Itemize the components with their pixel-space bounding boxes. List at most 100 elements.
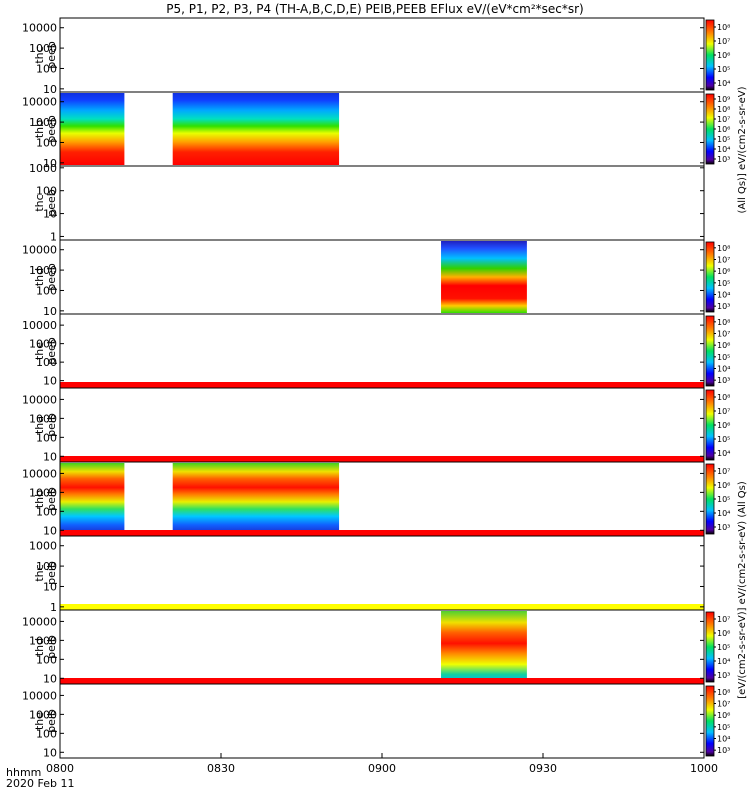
colorbar-tick-label: 10⁵	[717, 643, 730, 652]
date-label: 2020 Feb 11	[6, 777, 75, 790]
y-tick-label: 10000	[22, 22, 57, 35]
y-tick-label: 1000	[29, 338, 57, 351]
y-tick-label: 10	[43, 672, 57, 685]
colorbar-tick-label: 10⁶	[717, 341, 730, 350]
y-axis-label-instrument: peib	[45, 487, 58, 511]
colorbar-tick-label: 10⁸	[717, 23, 730, 32]
y-tick-label: 1000	[29, 540, 57, 553]
y-tick-label: 10	[43, 305, 57, 318]
y-tick-label: 10	[43, 580, 57, 593]
panel-frame	[59, 17, 705, 93]
y-tick-label: 100	[36, 356, 57, 369]
y-tick-label: 10000	[22, 467, 57, 480]
colorbar-tick-label: 10⁶	[717, 51, 730, 60]
spectrogram-block	[172, 93, 340, 165]
spectrogram-block	[60, 463, 125, 535]
panel-thc-peeb: 10 100 1000 10000 thc peeb 10⁴ 10⁵ 10⁶ 10⁷ 10⁸	[22, 17, 730, 96]
y-tick-label: 100	[36, 185, 57, 198]
x-tick-label: 0930	[529, 762, 557, 775]
colorbar-tick-label: 10⁴	[717, 145, 730, 154]
colorbar-tick-label: 10⁷	[717, 407, 730, 416]
y-tick-label: 1000	[29, 116, 57, 129]
y-axis-label-instrument: peeb	[45, 115, 58, 143]
colorbar	[705, 463, 715, 535]
colorbar-tick-label: 10³	[717, 302, 730, 311]
panel-the-peib: 10 100 1000 10000 the peib 10³ 10⁴ 10⁵ 10⁶ 10⁷ 10⁸	[22, 683, 730, 759]
colorbar-tick-label: 10⁶	[717, 125, 730, 134]
x-tick-label: 0830	[207, 762, 235, 775]
colorbar	[705, 19, 715, 91]
panel-frame	[59, 535, 705, 611]
x-axis-label: hhmm	[6, 766, 42, 779]
y-tick-label: 100	[36, 136, 57, 149]
panel-thd-peeb: 10 100 1000 10000 thd peeb 10³ 10⁴ 10⁵ 10⁶ 10⁷ 10⁸	[22, 239, 730, 318]
y-tick-label: 1000	[29, 264, 57, 277]
colorbar-tick-label: 10⁸	[717, 105, 730, 114]
y-axis-label-instrument: peib	[45, 413, 58, 437]
colorbar-tick-label: 10⁵	[717, 279, 730, 288]
colorbar-tick-label: 10⁸	[717, 318, 730, 327]
colorbar	[705, 93, 715, 165]
y-axis-label-probe: thd	[33, 638, 46, 656]
y-tick-label: 1000	[29, 708, 57, 721]
fill-strip	[60, 678, 704, 684]
y-tick-label: 1	[50, 601, 57, 614]
y-axis-label-instrument: peeb	[45, 263, 58, 291]
colorbar-tick-label: 10⁶	[717, 421, 730, 430]
panel-frame	[59, 165, 705, 241]
y-axis-label-probe: tha	[33, 416, 46, 434]
spectrogram-block	[441, 241, 527, 313]
y-tick-label: 100	[36, 284, 57, 297]
y-tick-label: 100	[36, 653, 57, 666]
colorbar-tick-label: 10⁷	[717, 37, 730, 46]
x-tick-label: 1000	[690, 762, 718, 775]
colorbar	[705, 685, 715, 757]
y-axis-label-probe: thc	[33, 194, 46, 211]
y-axis-label-probe: the	[33, 712, 46, 730]
y-axis-label-instrument: peeb	[45, 337, 58, 365]
panel-frame	[59, 461, 705, 537]
colorbar-tick-label: 10³	[717, 376, 730, 385]
y-tick-label: 10	[43, 375, 57, 388]
x-axis: 0800 0830 0900 0930 1000	[46, 753, 718, 775]
fill-strip	[60, 530, 704, 536]
y-axis-label-instrument: peeb	[45, 189, 58, 217]
colorbar-tick-label: 10⁶	[717, 711, 730, 720]
colorbar-tick-label: 10⁴	[717, 509, 730, 518]
fill-strip	[60, 456, 704, 462]
y-tick-label: 1000	[29, 162, 57, 175]
colorbar-label-bottom: [eV/(cm2-s-sr-eV)] eV/(cm2-s-sr-eV) (All…	[737, 481, 748, 699]
colorbar-tick-label: 10⁴	[717, 657, 730, 666]
colorbar-tick-label: 10⁷	[717, 467, 730, 476]
fill-strip	[60, 604, 704, 610]
panel-frame	[59, 609, 705, 685]
colorbar-tick-label: 10⁴	[717, 449, 730, 458]
y-axis-label-probe: thc	[33, 46, 46, 63]
colorbar-label-top: (All Qs)] eV/(cm2-s-sr-eV)	[737, 86, 748, 213]
y-tick-label: 10000	[22, 244, 57, 257]
spectrogram-block	[172, 463, 340, 535]
y-axis-label-instrument: peib	[45, 561, 58, 585]
colorbar-tick-label: 10³	[717, 155, 730, 164]
panel-frame	[59, 683, 705, 759]
y-axis-label-probe: thc	[33, 564, 46, 581]
spectrogram-block	[441, 611, 527, 683]
colorbar	[705, 241, 715, 313]
panel-tha-peib: 10 100 1000 10000 tha peib 10⁴ 10⁵ 10⁶ 10⁷ 10⁸	[22, 387, 730, 463]
spectrogram-block	[60, 93, 125, 165]
colorbar-tick-label: 10⁷	[717, 615, 730, 624]
panel-thc-peib: 1 10 100 1000 thc peib	[29, 535, 705, 614]
y-axis-label-instrument: peib	[45, 709, 58, 733]
y-tick-label: 10	[43, 450, 57, 463]
y-tick-label: 100	[36, 727, 57, 740]
y-axis-label-probe: thb	[33, 120, 46, 138]
y-tick-label: 10	[43, 157, 57, 170]
colorbar-tick-label: 10⁴	[717, 79, 730, 88]
y-tick-label: 100	[36, 431, 57, 444]
y-tick-label: 10	[43, 524, 57, 537]
panel-frame	[59, 313, 705, 389]
y-tick-label: 10000	[22, 615, 57, 628]
colorbar	[705, 315, 715, 387]
colorbar-tick-label: 10⁴	[717, 365, 730, 374]
